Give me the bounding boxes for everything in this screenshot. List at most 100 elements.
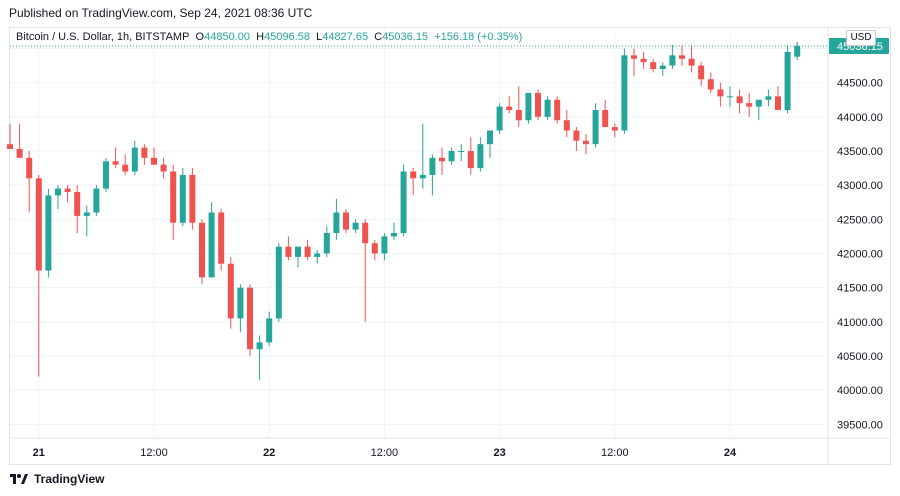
x-tick-label: 21 [33, 447, 45, 459]
candle-body [256, 342, 263, 350]
symbol-label: Bitcoin / U.S. Dollar, 1h, BITSTAMP [16, 31, 190, 43]
candle-body [563, 120, 570, 131]
open-value: 44850.00 [204, 31, 250, 43]
candle-body [218, 212, 225, 264]
candle-body [640, 58, 647, 63]
candle-body [429, 157, 436, 175]
candle-body [170, 171, 177, 223]
candle-body [362, 222, 369, 244]
candle-body [775, 96, 781, 110]
candle-body [227, 263, 234, 319]
candle-body [448, 151, 455, 162]
x-tick-label: 12:00 [140, 447, 168, 459]
candle-body [179, 174, 186, 223]
y-tick-label: 40000.00 [837, 385, 883, 397]
candle-body [266, 318, 273, 343]
published-caption: Published on TradingView.com, Sep 24, 20… [9, 6, 313, 20]
candle-body [371, 243, 378, 254]
candle-body [314, 253, 321, 257]
candle-body [727, 96, 733, 98]
candle-body [400, 171, 407, 233]
candle-body [151, 157, 157, 165]
candle-body [45, 195, 52, 271]
candle-body [525, 92, 532, 121]
candle-body [496, 106, 503, 131]
candle-body [688, 58, 695, 66]
candle-body [439, 157, 445, 162]
candle-body [352, 222, 359, 230]
open-label: O [195, 31, 205, 43]
candle-body [736, 96, 743, 104]
candle-body [381, 236, 388, 254]
y-tick-label: 43500.00 [837, 146, 883, 158]
candle-body [199, 222, 205, 278]
candle-body [487, 130, 493, 145]
candle-body [707, 79, 714, 90]
y-tick-label: 44500.00 [837, 78, 883, 90]
candle-body [304, 246, 311, 257]
x-tick-label: 12:00 [601, 447, 629, 459]
candle-body [112, 161, 119, 165]
candle-body [611, 127, 618, 131]
candle-body [535, 92, 541, 117]
candle-body [631, 55, 637, 59]
candle-body [323, 233, 330, 254]
y-tick-label: 44000.00 [837, 112, 883, 124]
candle-body [515, 110, 522, 121]
candle-body [573, 130, 580, 141]
candle-body [74, 192, 81, 216]
candle-body [295, 246, 301, 257]
candle-body [592, 110, 599, 145]
candle-body [755, 99, 762, 107]
candle-body [784, 51, 791, 110]
y-tick-label: 42500.00 [837, 214, 883, 226]
candle-body [333, 212, 340, 233]
y-tick-label: 43000.00 [837, 180, 883, 192]
candle-body [717, 89, 724, 97]
candle-body [237, 287, 244, 319]
candle-body [122, 164, 129, 172]
candle-body [103, 161, 109, 189]
candle-body [765, 96, 772, 100]
candle-body [7, 144, 13, 149]
candle-body [544, 99, 551, 117]
candle-body [554, 99, 561, 121]
low-label: L [316, 31, 323, 43]
currency-tag[interactable]: USD [846, 30, 876, 46]
change-value: +156.18 (+0.35%) [434, 31, 523, 43]
high-value: 45096.58 [264, 31, 310, 43]
y-tick-label: 41000.00 [837, 317, 883, 329]
x-tick-label: 12:00 [371, 447, 399, 459]
candle-body [650, 62, 657, 69]
close-label: C [374, 31, 383, 43]
x-tick-label: 22 [263, 447, 275, 459]
candle-body [247, 287, 253, 350]
candle-body [208, 212, 215, 278]
candle-body [391, 233, 397, 237]
candle-body [746, 103, 753, 107]
footer-brand-label: TradingView [34, 472, 105, 486]
candle-body [160, 164, 167, 172]
candle-body [275, 246, 282, 319]
high-label: H [256, 31, 265, 43]
candle-body [26, 157, 33, 179]
candle-body [55, 188, 61, 196]
footer-brand[interactable]: TradingView [9, 472, 104, 486]
candle-body [602, 110, 609, 128]
candle-body [64, 188, 71, 192]
candle-body [285, 246, 292, 257]
candle-body [189, 174, 196, 223]
candle-body [141, 147, 148, 158]
y-tick-label: 40500.00 [837, 351, 883, 363]
candle-body [506, 106, 513, 110]
low-value: 44827.65 [322, 31, 369, 43]
candle-body [410, 171, 417, 179]
tradingview-logo-icon [10, 474, 28, 484]
y-tick-label: 39500.00 [837, 419, 883, 431]
candle-body [35, 178, 42, 271]
candle-body [467, 151, 474, 169]
candle-body [679, 55, 685, 59]
y-tick-label: 41500.00 [837, 283, 883, 295]
chart-legend: Bitcoin / U.S. Dollar, 1h, BITSTAMP O448… [16, 31, 522, 43]
